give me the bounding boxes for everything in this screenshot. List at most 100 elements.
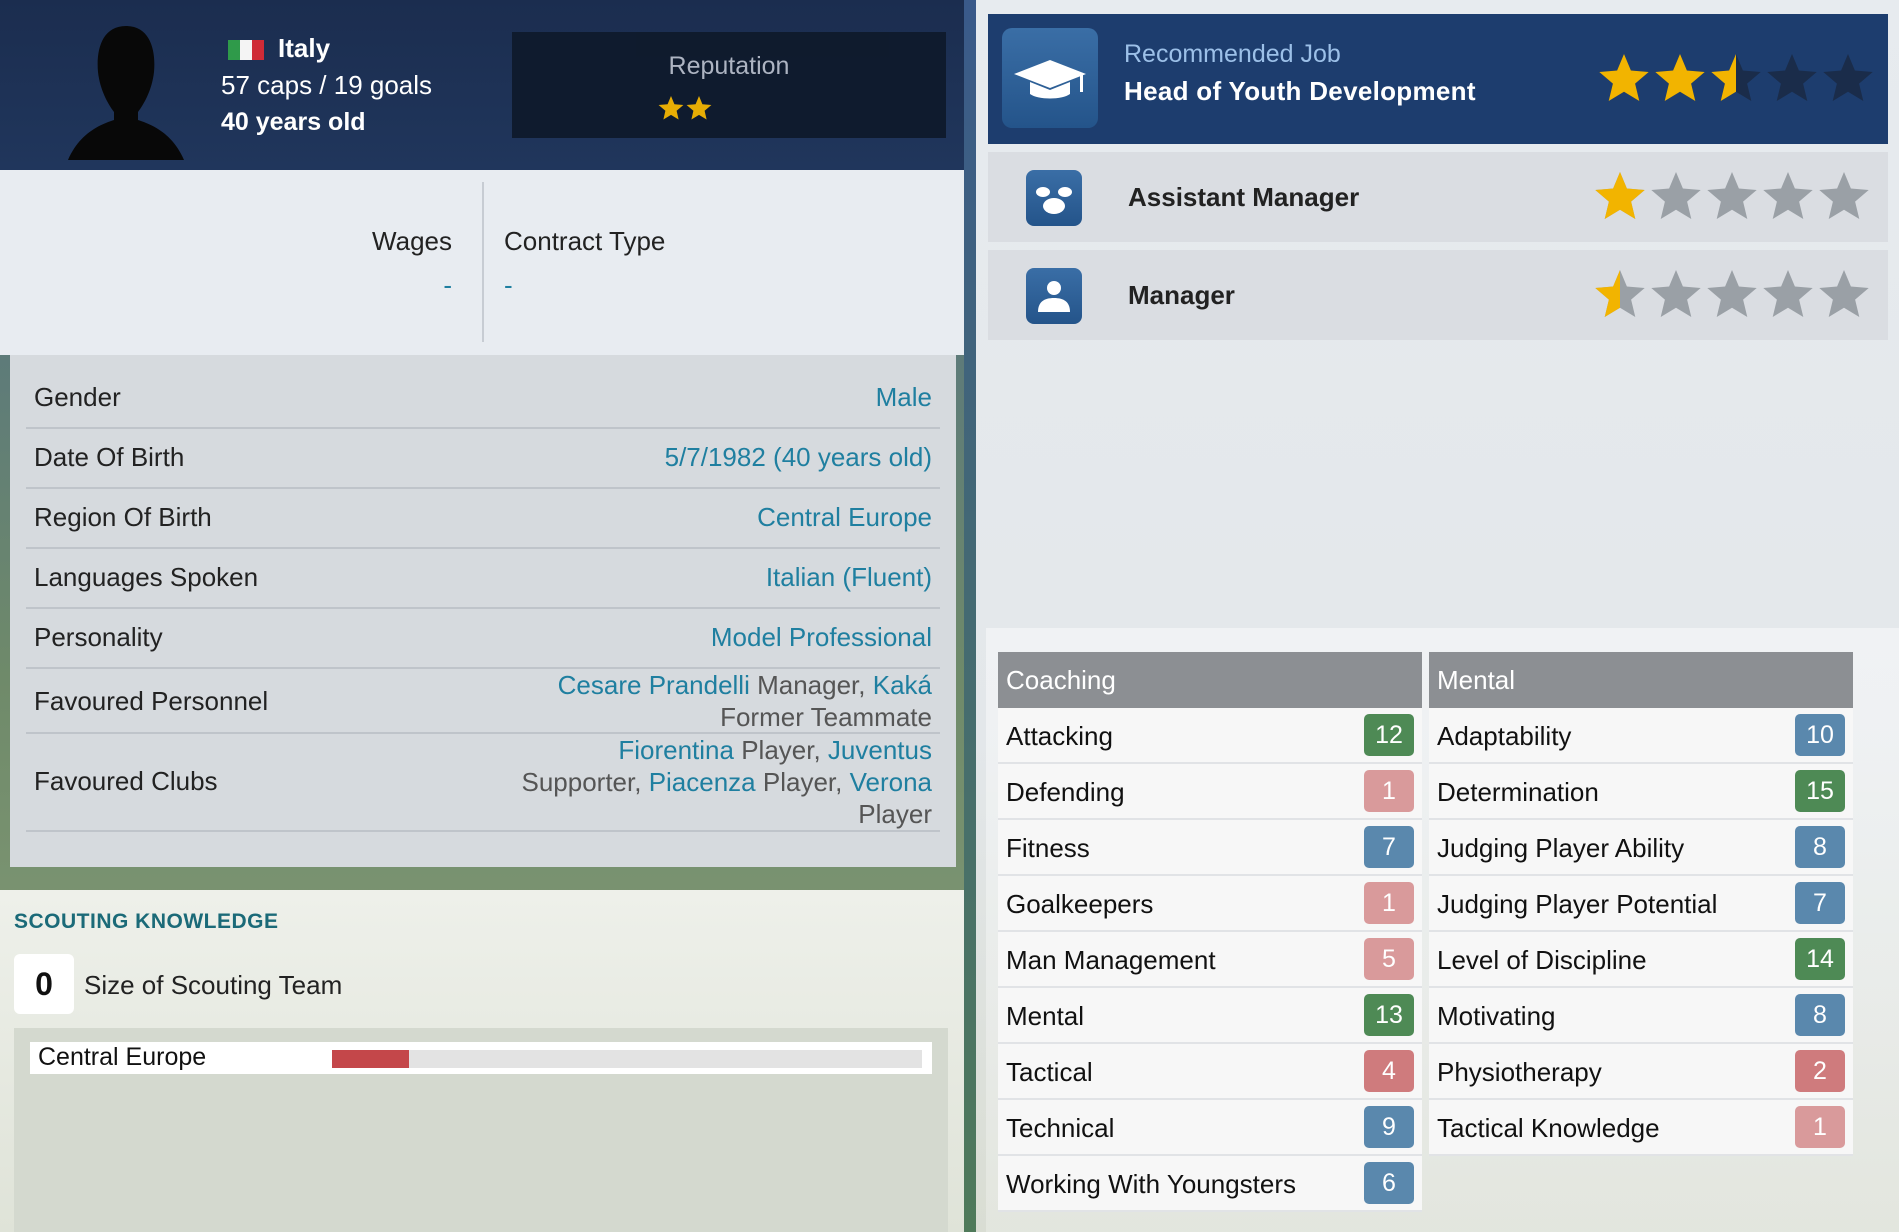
- favoured-personnel-value: Cesare Prandelli Manager, Kaká Former Te…: [558, 669, 932, 733]
- attribute-row[interactable]: Man Management 5: [998, 932, 1422, 988]
- attribute-row[interactable]: Judging Player Ability 8: [1429, 820, 1853, 876]
- attribute-value-badge: 5: [1364, 938, 1414, 980]
- attribute-name: Goalkeepers: [1006, 889, 1154, 919]
- attribute-row[interactable]: Determination 15: [1429, 764, 1853, 820]
- manager-person-icon: [1026, 268, 1082, 324]
- attribute-row[interactable]: Goalkeepers 1: [998, 876, 1422, 932]
- star: [1707, 270, 1757, 317]
- detail-label: Gender: [34, 382, 121, 412]
- attribute-value-badge: 14: [1795, 938, 1845, 980]
- reputation-stars: [658, 96, 712, 120]
- attribute-name: Tactical Knowledge: [1437, 1113, 1660, 1143]
- mental-header: Mental: [1429, 652, 1853, 708]
- star: [1711, 54, 1761, 101]
- attribute-row[interactable]: Attacking 12: [998, 708, 1422, 764]
- recommended-job-title: Head of Youth Development: [1124, 76, 1476, 106]
- recommended-job-stars: [1599, 54, 1873, 101]
- attribute-name: Man Management: [1006, 945, 1216, 975]
- attribute-row[interactable]: Tactical 4: [998, 1044, 1422, 1100]
- attribute-value-badge: 6: [1364, 1162, 1414, 1204]
- attribute-row[interactable]: Technical 9: [998, 1100, 1422, 1156]
- region-link[interactable]: Central Europe: [757, 502, 932, 532]
- favoured-clubs-value: Fiorentina Player, Juventus Supporter, P…: [521, 734, 932, 830]
- attribute-name: Technical: [1006, 1113, 1115, 1143]
- star: [1599, 54, 1649, 101]
- star: [1819, 270, 1869, 317]
- attribute-value-badge: 8: [1795, 994, 1845, 1036]
- attribute-row[interactable]: Defending 1: [998, 764, 1422, 820]
- contract-section: Wages - Contract Type -: [0, 170, 964, 355]
- club-relation: Player,: [755, 767, 850, 797]
- attribute-row[interactable]: Fitness 7: [998, 820, 1422, 876]
- nationality[interactable]: Italy: [278, 33, 331, 63]
- scouting-team-label: Size of Scouting Team: [84, 970, 343, 1000]
- caps-goals: 57 caps / 19 goals: [221, 70, 433, 100]
- contract-type-label: Contract Type: [504, 226, 666, 256]
- attribute-row[interactable]: Level of Discipline 14: [1429, 932, 1853, 988]
- star: [1763, 270, 1813, 317]
- club-relation: Player: [858, 799, 932, 829]
- detail-value: Model Professional: [710, 622, 932, 652]
- wages-label: Wages: [372, 226, 452, 256]
- personnel-role: Former Teammate: [720, 702, 932, 732]
- job-card-assistant-manager[interactable]: Assistant Manager: [988, 152, 1888, 242]
- club-relation: Player,: [733, 735, 828, 765]
- detail-row-clubs: Favoured Clubs Fiorentina Player, Juvent…: [26, 734, 940, 832]
- detail-label: Languages Spoken: [34, 562, 259, 592]
- attribute-row[interactable]: Judging Player Potential 7: [1429, 876, 1853, 932]
- personnel-link[interactable]: Kaká: [872, 670, 932, 700]
- attribute-value-badge: 12: [1364, 714, 1414, 756]
- personnel-role: Manager,: [749, 670, 873, 700]
- attribute-value-badge: 1: [1364, 882, 1414, 924]
- attribute-value-badge: 10: [1795, 714, 1845, 756]
- attribute-row[interactable]: Motivating 8: [1429, 988, 1853, 1044]
- attribute-row[interactable]: Mental 13: [998, 988, 1422, 1044]
- scouting-knowledge-section: SCOUTING KNOWLEDGE 0 Size of Scouting Te…: [0, 890, 964, 1232]
- star: [686, 96, 712, 120]
- attribute-name: Fitness: [1006, 833, 1090, 863]
- attribute-name: Determination: [1437, 777, 1599, 807]
- attribute-value-badge: 2: [1795, 1050, 1845, 1092]
- graduation-cap-icon: [1002, 28, 1098, 128]
- detail-row-gender: Gender Male: [26, 369, 940, 429]
- attribute-row[interactable]: Working With Youngsters 6: [998, 1156, 1422, 1212]
- attribute-name: Judging Player Ability: [1437, 833, 1685, 863]
- attribute-row[interactable]: Adaptability 10: [1429, 708, 1853, 764]
- attribute-name: Motivating: [1437, 1001, 1556, 1031]
- attribute-name: Tactical: [1006, 1057, 1093, 1087]
- star: [658, 96, 684, 120]
- star: [1823, 54, 1873, 101]
- club-link[interactable]: Piacenza: [648, 767, 756, 797]
- job-suitability-stars: [1595, 172, 1869, 219]
- personnel-link[interactable]: Cesare Prandelli: [557, 670, 750, 700]
- detail-row-personality: Personality Model Professional: [26, 609, 940, 669]
- knowledge-bar: [332, 1050, 922, 1068]
- detail-row-dob: Date Of Birth 5/7/1982 (40 years old): [26, 429, 940, 489]
- age: 40 years old: [221, 108, 366, 136]
- recommended-job-card[interactable]: Recommended Job Head of Youth Developmen…: [988, 14, 1888, 144]
- attribute-name: Judging Player Potential: [1437, 889, 1718, 919]
- job-card-manager[interactable]: Manager: [988, 250, 1888, 340]
- star: [1819, 172, 1869, 219]
- divider: [482, 182, 484, 342]
- attribute-value-badge: 9: [1364, 1106, 1414, 1148]
- attribute-value-badge: 7: [1364, 826, 1414, 868]
- club-link[interactable]: Fiorentina: [618, 735, 734, 765]
- attribute-row[interactable]: Physiotherapy 2: [1429, 1044, 1853, 1100]
- detail-row-personnel: Favoured Personnel Cesare Prandelli Mana…: [26, 669, 940, 734]
- knowledge-bar-fill: [332, 1050, 409, 1068]
- jobs-attributes-panel: Recommended Job Head of Youth Developmen…: [976, 0, 1899, 1232]
- scouting-regions-list: Central Europe: [14, 1028, 948, 1232]
- contract-type-value: -: [504, 270, 513, 300]
- coaching-header: Coaching: [998, 652, 1422, 708]
- staff-profile-panel: Italy 57 caps / 19 goals 40 years old Re…: [0, 0, 964, 1232]
- attribute-name: Adaptability: [1437, 721, 1572, 751]
- attribute-row[interactable]: Tactical Knowledge 1: [1429, 1100, 1853, 1156]
- club-link[interactable]: Juventus: [827, 735, 932, 765]
- star: [1655, 54, 1705, 101]
- italy-flag-icon: [228, 40, 264, 60]
- region-row[interactable]: Central Europe: [30, 1042, 932, 1074]
- attribute-name: Working With Youngsters: [1006, 1169, 1296, 1199]
- club-link[interactable]: Verona: [849, 767, 932, 797]
- star: [1651, 172, 1701, 219]
